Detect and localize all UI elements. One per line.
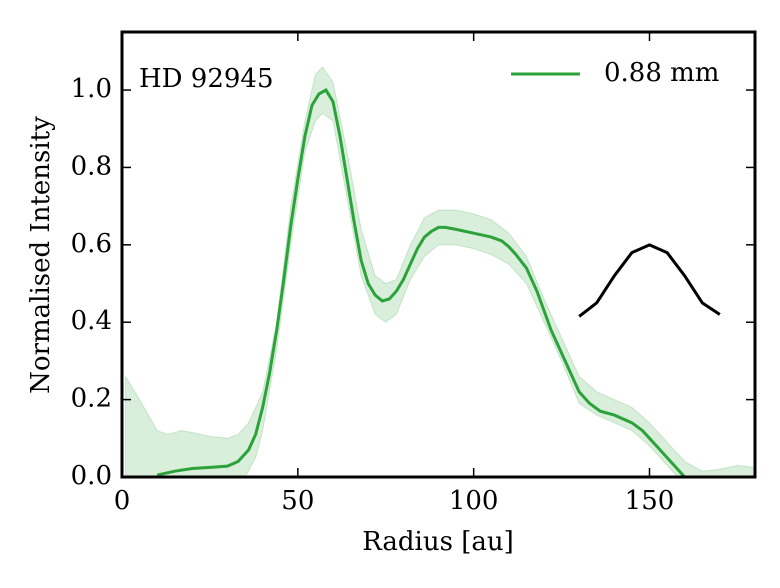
beam (578, 243, 721, 318)
x-tick-label: 50 (281, 486, 314, 516)
y-tick-label: 1.0 (71, 74, 112, 104)
x-tick-label: 100 (449, 486, 499, 516)
y-tick-label: 0.4 (71, 306, 112, 336)
y-tick-label: 0.0 (71, 461, 112, 491)
annotation: HD 92945 (139, 64, 274, 94)
y-tick-label: 0.2 (71, 384, 112, 414)
x-tick-label: 0 (114, 486, 131, 516)
y-tick-label: 0.6 (71, 229, 112, 259)
line (156, 88, 686, 477)
x-axis-label: Radius [au] (362, 527, 514, 557)
x-tick-label: 150 (625, 486, 675, 516)
uncertainty-band (125, 66, 755, 477)
y-tick-label: 0.8 (71, 151, 112, 181)
legend-label: 0.88 mm (604, 58, 719, 88)
y-axis-label: Normalised Intensity (26, 116, 56, 394)
plot-frame (120, 30, 757, 479)
